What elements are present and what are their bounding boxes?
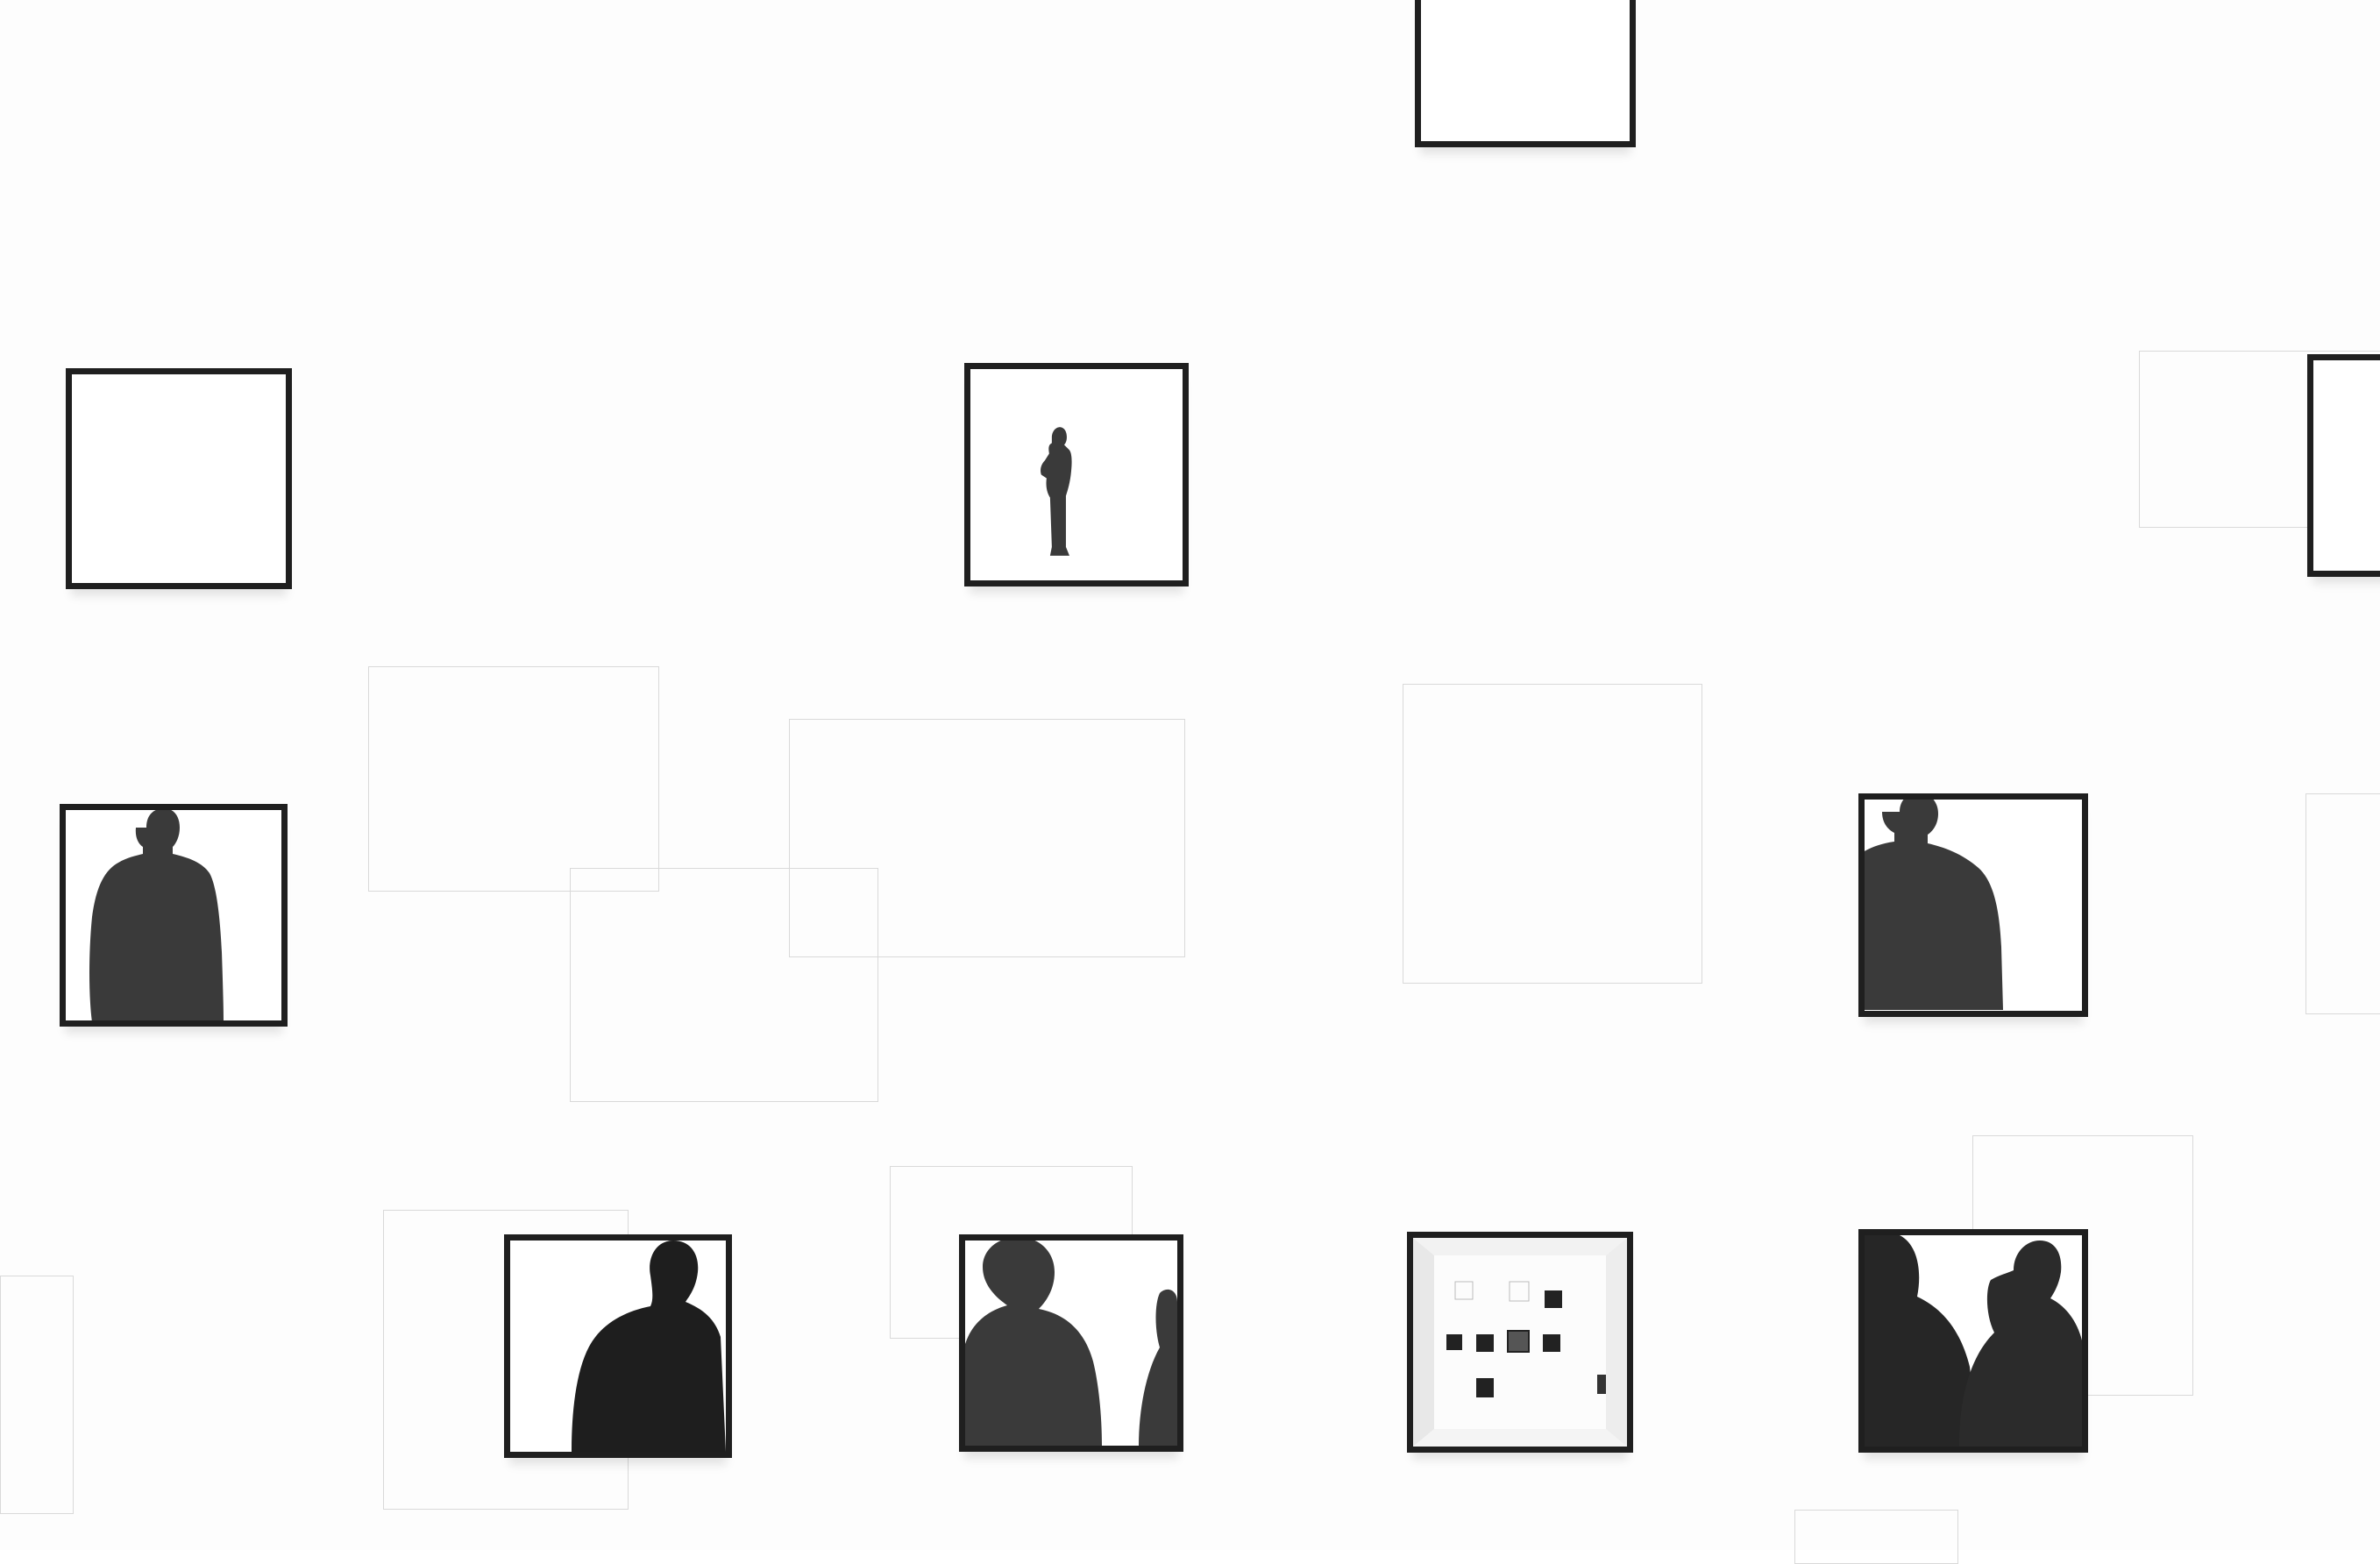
frame-left-middle xyxy=(60,804,288,1027)
man-dark-suit xyxy=(572,1241,726,1452)
frame-center-upper xyxy=(964,363,1189,586)
ghost-outline xyxy=(0,1276,74,1514)
frame-bottom-4 xyxy=(1858,1229,2088,1453)
two-heads-silhouette xyxy=(965,1241,1177,1446)
ghost-outline xyxy=(1403,684,1702,984)
miniature-gallery-wall xyxy=(1413,1238,1627,1447)
ghost-outline xyxy=(368,666,659,892)
ghost-outline xyxy=(2139,351,2380,528)
frame-bottom-3 xyxy=(1407,1232,1633,1453)
group-dark-figures xyxy=(1865,1235,2082,1447)
frame-left-upper xyxy=(66,368,292,589)
ghost-outline xyxy=(2305,793,2380,1014)
ghost-outline xyxy=(789,719,1185,957)
frame-right-edge xyxy=(2307,354,2380,577)
ghost-outline xyxy=(1794,1510,1958,1564)
man-back-silhouette xyxy=(1865,800,2003,1010)
frame-bottom-1 xyxy=(504,1234,732,1458)
ghost-outline xyxy=(570,868,878,1102)
frame-right-middle xyxy=(1858,793,2088,1017)
frame-top-center xyxy=(1415,0,1636,147)
man-back-silhouette xyxy=(89,810,224,1020)
frame-bottom-2 xyxy=(959,1234,1183,1452)
standing-figure-silhouette xyxy=(1041,427,1072,556)
